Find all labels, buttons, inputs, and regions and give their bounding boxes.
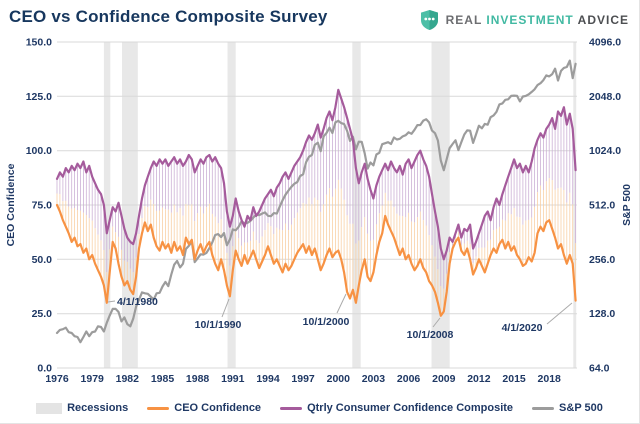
legend-line-swatch [280,406,303,410]
annotation-leader [546,302,573,325]
ceo-confidence-line [55,203,577,317]
x-axis-tick: 1991 [221,373,245,385]
legend-line-swatch [532,406,555,410]
legend-item-recessions: Recessions [36,402,128,414]
chart-legend: Recessions CEO Confidence Qtrly Consumer C… [0,402,639,414]
brand-real: REAL [445,13,483,27]
annotation-leader [107,300,116,303]
annotation-label: 4/1/1980 [117,296,158,308]
annotation-leader [221,298,230,318]
right-axis-title: S&P 500 [621,184,633,226]
left-axis-tick: 125.0 [26,91,52,103]
legend-item-qtrly-consumer-confidence-composite: Qtrly Consumer Confidence Composite [280,402,513,414]
right-axis-tick: 128.0 [589,308,615,320]
x-axis-tick: 2006 [397,373,421,385]
legend-item-ceo-confidence: CEO Confidence [147,402,261,414]
legend-label: Recessions [67,402,129,414]
right-axis-tick: 512.0 [589,200,615,212]
x-axis-tick: 1997 [291,373,315,385]
legend-label: CEO Confidence [174,402,262,414]
right-axis-tick: 4096.0 [589,37,621,49]
x-axis-tick: 2012 [467,373,491,385]
x-axis-tick: 1988 [186,373,210,385]
brand-text: REAL INVESTMENT ADVICE [446,13,629,27]
right-axis-tick: 2048.0 [589,91,621,103]
right-axis-tick: 64.0 [589,363,610,375]
brand-advice: ADVICE [577,13,629,27]
legend-item-s-p-500: S&P 500 [532,402,603,414]
left-axis-title: CEO Confidence [5,163,17,246]
left-axis-tick: 0.0 [37,363,52,375]
x-axis-tick: 1976 [45,373,69,385]
annotation-leader [432,317,441,328]
consumer-composite-line [55,88,577,261]
brand-investment: INVESTMENT [486,13,574,27]
left-axis-tick: 25.0 [32,308,53,320]
left-axis-tick: 50.0 [32,254,53,266]
left-axis-tick: 150.0 [26,37,52,49]
x-axis-tick: 2003 [362,373,386,385]
annotation-label: 10/1/1990 [195,319,242,331]
x-axis-tick: 2009 [432,373,456,385]
legend-box-swatch [36,402,63,414]
x-axis-tick: 1994 [256,373,280,385]
annotation-label: 10/1/2008 [407,329,454,341]
annotation-label: 10/1/2000 [303,316,350,328]
legend-line-swatch [147,406,170,410]
right-axis-tick: 1024.0 [589,145,621,157]
x-axis-tick: 1982 [116,373,140,385]
left-axis-tick: 100.0 [26,145,52,157]
shield-dots-icon [419,9,440,31]
brand-logo: REAL INVESTMENT ADVICE [419,9,629,31]
left-axis-tick: 75.0 [32,200,53,212]
sp500-line [55,59,577,344]
x-axis-tick: 2015 [502,373,526,385]
annotation-label: 4/1/2020 [502,322,543,334]
x-axis-tick: 1985 [151,373,175,385]
x-axis-tick: 2000 [327,373,351,385]
x-axis-tick: 1979 [81,373,105,385]
annotation-leader [336,293,347,314]
chart-header: CEO vs Confidence Composite Survey REAL … [9,7,629,31]
page-title: CEO vs Confidence Composite Survey [9,7,328,26]
right-axis-tick: 256.0 [589,254,615,266]
legend-label: S&P 500 [559,402,603,414]
x-axis-tick: 2018 [538,373,562,385]
legend-label: Qtrly Consumer Confidence Composite [307,402,514,414]
